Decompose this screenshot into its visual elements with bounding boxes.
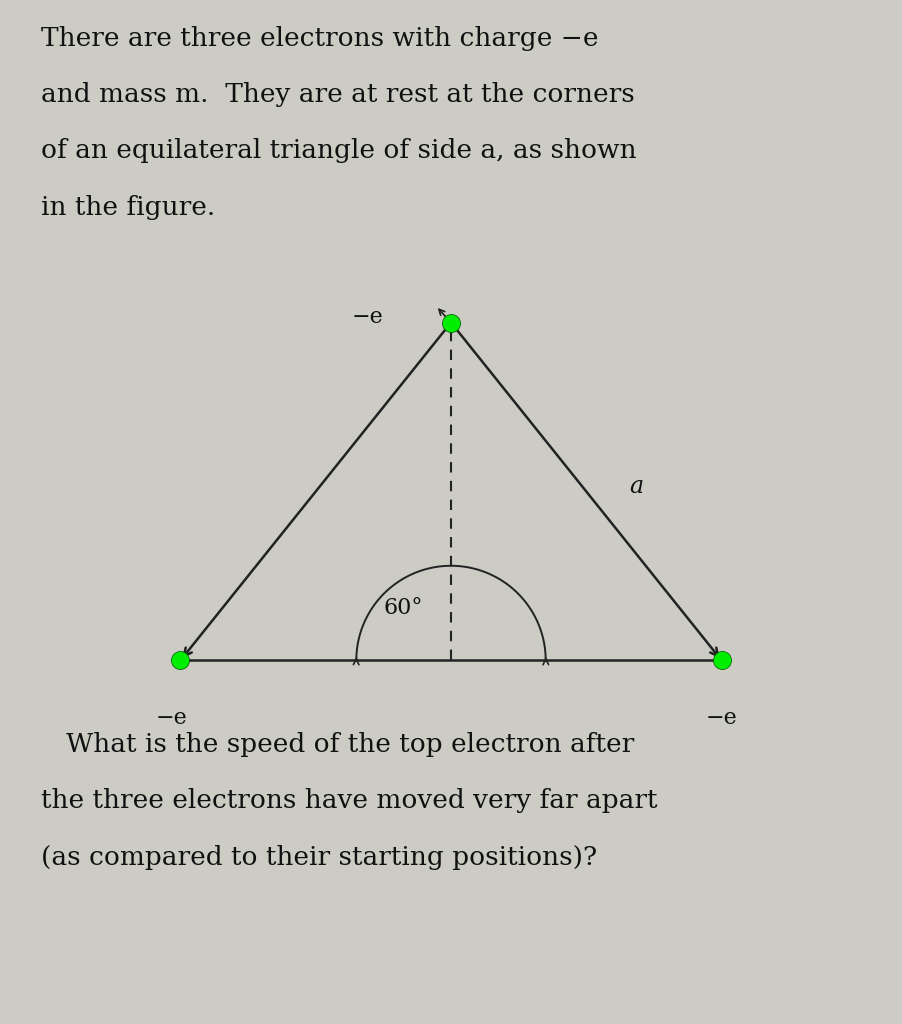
- Text: a: a: [629, 475, 643, 498]
- Text: the three electrons have moved very far apart: the three electrons have moved very far …: [41, 788, 657, 813]
- Text: of an equilateral triangle of side a, as shown: of an equilateral triangle of side a, as…: [41, 138, 636, 163]
- Text: 60°: 60°: [383, 597, 423, 620]
- Text: What is the speed of the top electron after: What is the speed of the top electron af…: [41, 732, 634, 757]
- Text: There are three electrons with charge −e: There are three electrons with charge −e: [41, 26, 598, 50]
- Text: −e: −e: [705, 707, 738, 728]
- Text: (as compared to their starting positions)?: (as compared to their starting positions…: [41, 845, 597, 869]
- Text: −e: −e: [155, 707, 188, 728]
- Text: −e: −e: [352, 306, 383, 329]
- Text: and mass m.  They are at rest at the corners: and mass m. They are at rest at the corn…: [41, 82, 634, 106]
- Text: in the figure.: in the figure.: [41, 195, 215, 219]
